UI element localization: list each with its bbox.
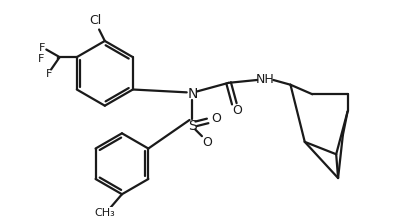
Text: N: N [187,87,198,101]
Text: NH: NH [255,74,274,87]
Text: F: F [38,54,45,64]
Text: F: F [46,69,53,79]
Text: S: S [188,119,197,133]
Text: Cl: Cl [89,15,101,27]
Text: CH₃: CH₃ [95,208,115,217]
Text: F: F [39,43,46,53]
Text: O: O [211,112,221,125]
Text: O: O [202,136,212,149]
Text: O: O [232,104,242,117]
